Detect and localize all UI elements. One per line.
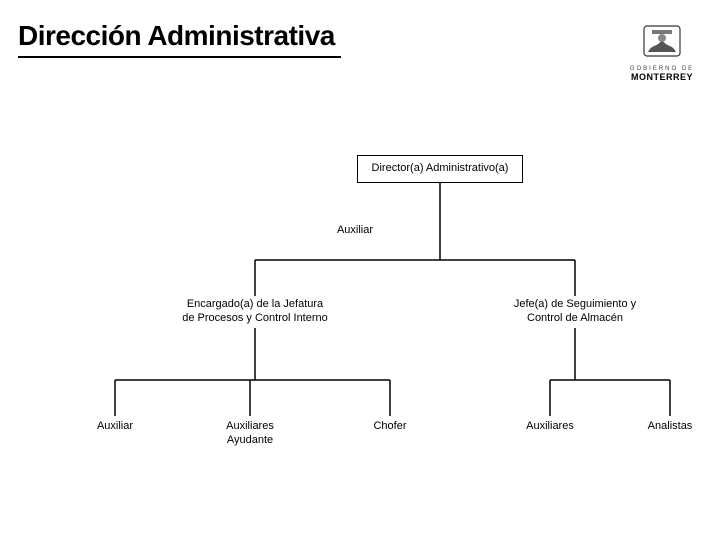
node-auxiliares-right: Auxiliares xyxy=(510,420,590,434)
node-analistas: Analistas xyxy=(630,420,710,434)
node-ayudante-line2: Ayudante xyxy=(227,434,273,446)
node-jefe-line2: Control de Almacén xyxy=(527,312,623,324)
node-encargado-line2: de Procesos y Control Interno xyxy=(182,312,328,324)
node-chofer-label: Chofer xyxy=(373,420,406,432)
logo: GOBIERNO DE MONTERREY xyxy=(622,20,702,82)
logo-title: MONTERREY xyxy=(622,72,702,82)
node-chofer: Chofer xyxy=(350,420,430,434)
node-encargado: Encargado(a) de la Jefatura de Procesos … xyxy=(155,298,355,326)
node-auxiliares-line1: Auxiliares xyxy=(226,420,274,432)
node-encargado-line1: Encargado(a) de la Jefatura xyxy=(187,298,323,310)
node-auxiliar-left: Auxiliar xyxy=(75,420,155,434)
node-director-label: Director(a) Administrativo(a) xyxy=(372,162,509,174)
node-auxiliar-left-label: Auxiliar xyxy=(97,420,133,432)
node-director-box: Director(a) Administrativo(a) xyxy=(357,155,524,183)
node-jefe: Jefe(a) de Seguimiento y Control de Alma… xyxy=(485,298,665,326)
node-analistas-label: Analistas xyxy=(648,420,693,432)
node-auxiliar-top: Auxiliar xyxy=(325,224,385,238)
page-title: Dirección Administrativa xyxy=(18,20,341,58)
node-auxiliares-ayudante: Auxiliares Ayudante xyxy=(210,420,290,448)
node-auxiliar-top-label: Auxiliar xyxy=(337,224,373,236)
node-auxiliares-right-label: Auxiliares xyxy=(526,420,574,432)
node-jefe-line1: Jefe(a) de Seguimiento y xyxy=(514,298,636,310)
node-director: Director(a) Administrativo(a) xyxy=(350,155,530,183)
